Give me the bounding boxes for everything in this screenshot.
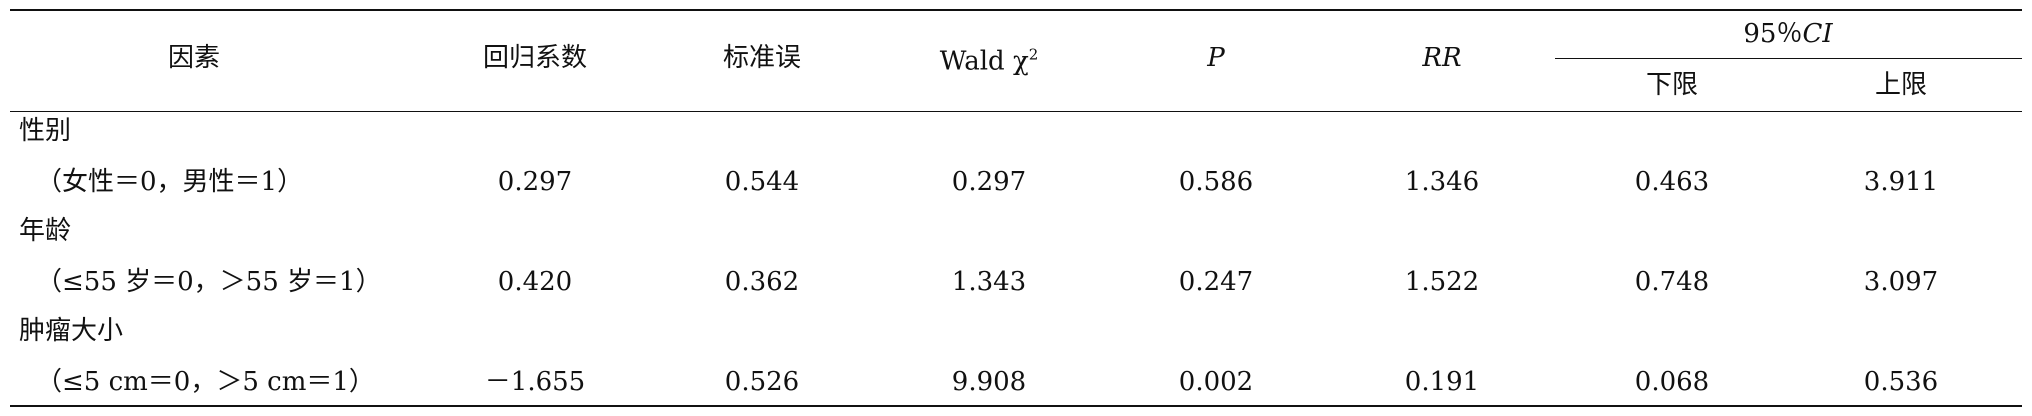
cell: 0.068 (1634, 367, 1710, 397)
cell: 3.911 (1863, 167, 1939, 197)
column-header: 回归系数 (482, 43, 588, 73)
column-header: Wald χ2 (939, 45, 1039, 77)
cell: 0.420 (497, 267, 573, 297)
cell: 0.536 (1863, 367, 1939, 397)
row-label: 年龄 (19, 216, 72, 246)
column-subheader: 下限 (1645, 70, 1699, 100)
cell: －1.655 (484, 367, 586, 397)
cell: 1.346 (1404, 167, 1480, 197)
row-sublabel: （女性＝0，男性＝1） (36, 167, 304, 197)
cell: 0.191 (1404, 367, 1480, 397)
cell: 0.586 (1178, 167, 1254, 197)
cell: 1.343 (951, 267, 1027, 297)
column-subheader: 上限 (1874, 70, 1928, 100)
cell: 0.748 (1634, 267, 1710, 297)
column-header: P (1207, 43, 1225, 73)
row-label: 肿瘤大小 (19, 316, 124, 346)
cell: 0.362 (724, 267, 800, 297)
cell: 0.544 (724, 167, 800, 197)
cell: 9.908 (951, 367, 1027, 397)
column-header: 因素 (167, 43, 221, 73)
column-header: RR (1422, 43, 1462, 73)
cell: 1.522 (1404, 267, 1480, 297)
row-label: 性别 (19, 116, 72, 146)
cell: 0.247 (1178, 267, 1254, 297)
row-sublabel: （≤5 cm＝0，＞5 cm＝1） (36, 367, 375, 397)
row-sublabel: （≤55 岁＝0，＞55 岁＝1） (36, 267, 382, 297)
cell: 0.526 (724, 367, 800, 397)
header-rule (10, 111, 2022, 112)
bottom-rule (10, 405, 2022, 407)
cell: 3.097 (1863, 267, 1939, 297)
column-header: 95％CI (1743, 19, 1833, 49)
group-rule (1555, 58, 2022, 59)
top-rule (10, 9, 2022, 11)
cell: 0.297 (951, 167, 1027, 197)
cell: 0.463 (1634, 167, 1710, 197)
column-header: 标准误 (722, 43, 802, 73)
cell: 0.297 (497, 167, 573, 197)
cell: 0.002 (1178, 367, 1254, 397)
